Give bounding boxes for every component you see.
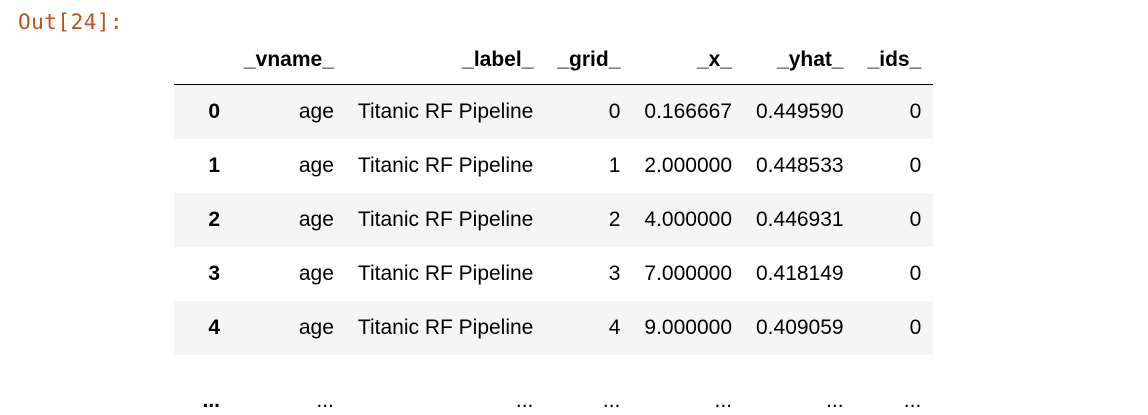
cell-yhat: 0.418149 [756, 261, 844, 285]
cell-vname: age [298, 99, 334, 123]
output-prompt: Out[24]: [18, 10, 124, 34]
column-header-vname: _vname_ [232, 36, 346, 85]
table-body: 0 age Titanic RF Pipeline 0 0.166667 0.4… [174, 84, 934, 415]
table-row: 4 age Titanic RF Pipeline 4 9.000000 0.4… [174, 300, 934, 355]
cell-label: Titanic RF Pipeline [357, 315, 534, 339]
table-header: _vname_ _label_ _grid_ _x_ _yhat_ _ids_ [174, 36, 934, 85]
cell-x: 9.000000 [644, 315, 732, 339]
table-row: 3 age Titanic RF Pipeline 3 7.000000 0.4… [174, 247, 933, 301]
cell-label: Titanic RF Pipeline [357, 153, 534, 177]
row-index: 3 [208, 261, 220, 285]
cell-label: Titanic RF Pipeline [357, 207, 534, 231]
row-index: 2 [208, 207, 220, 231]
cell-grid: 1 [608, 153, 621, 177]
cell-x: 0.166667 [644, 99, 732, 123]
header-row: _vname_ _label_ _grid_ _x_ _yhat_ _ids_ [174, 36, 934, 85]
cell-ids: 0 [909, 261, 922, 285]
column-header-yhat: _yhat_ [744, 36, 856, 85]
cell-x: 4.000000 [644, 207, 732, 231]
table-row: 1 age Titanic RF Pipeline 1 2.000000 0.4… [174, 139, 933, 193]
cell-grid: 0 [608, 99, 621, 123]
cell-label: Titanic RF Pipeline [357, 261, 534, 285]
row-index: 4 [208, 315, 220, 339]
dataframe-table: _vname_ _label_ _grid_ _x_ _yhat_ _ids_ … [174, 36, 934, 415]
cell-vname: age [298, 261, 334, 285]
table-row: 2 age Titanic RF Pipeline 2 4.000000 0.4… [174, 192, 934, 247]
cell-grid: 2 [608, 207, 621, 231]
row-index: 1 [208, 153, 220, 177]
cell-vname: age [298, 315, 334, 339]
column-header-ids: _ids_ [855, 36, 934, 85]
column-header-label: _label_ [345, 36, 546, 85]
cell-ids: 0 [909, 315, 922, 339]
cell-vname: age [298, 207, 334, 231]
cell-yhat: 0.409059 [756, 315, 844, 339]
cell-label: Titanic RF Pipeline [357, 99, 534, 123]
cell-x: 7.000000 [644, 261, 732, 285]
cell-yhat: 0.446931 [756, 207, 844, 231]
cell-ids: 0 [909, 207, 922, 231]
cell-ids: 0 [909, 99, 922, 123]
cell-grid: 3 [608, 261, 621, 285]
cell-ids: 0 [909, 153, 922, 177]
column-header-grid: _grid_ [545, 36, 633, 85]
cell-yhat: 0.448533 [756, 153, 844, 177]
cell-yhat: 0.449590 [756, 99, 844, 123]
index-header [174, 36, 232, 85]
cell-x: 2.000000 [644, 153, 732, 177]
table-row: 0 age Titanic RF Pipeline 0 0.166667 0.4… [174, 84, 934, 139]
row-index: 0 [208, 99, 220, 123]
column-header-x: _x_ [632, 36, 744, 85]
cell-grid: 4 [608, 315, 621, 339]
cell-vname: age [298, 153, 334, 177]
